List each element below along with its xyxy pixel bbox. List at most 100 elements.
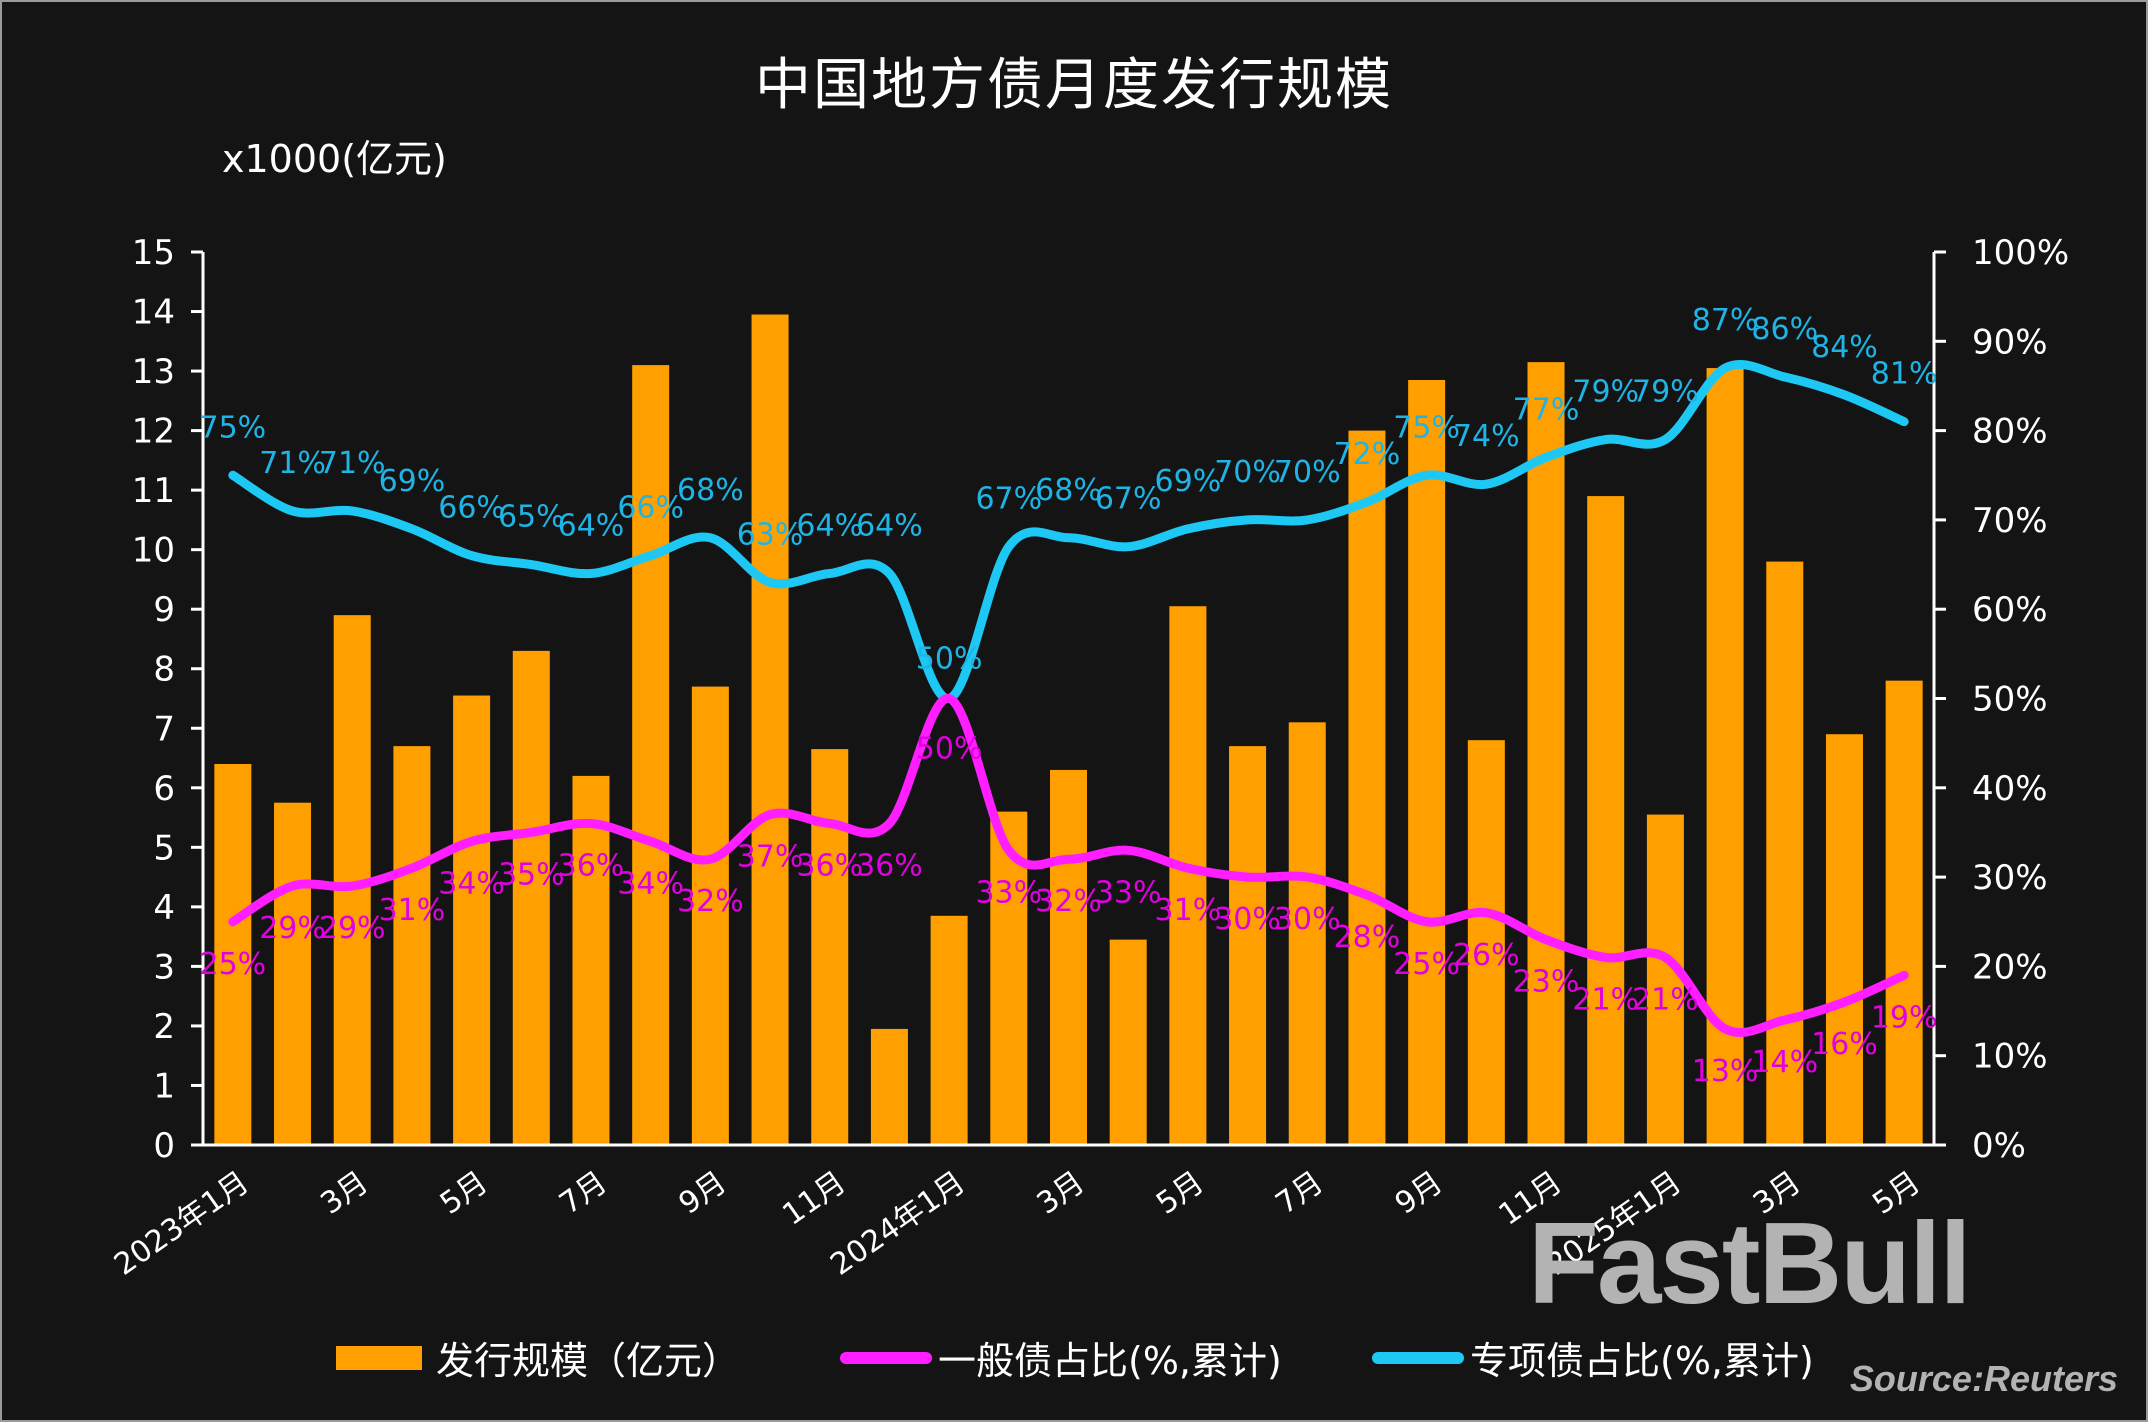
legend-label: 一般债占比(%,累计) [938,1339,1282,1383]
data-label: 35% [498,857,565,892]
axes: 01234567891011121314150%10%20%30%40%50%6… [132,233,2069,1166]
left-axis-tick-label: 13 [132,352,175,392]
line-series [228,360,1909,1037]
data-label: 28% [1334,920,1401,955]
right-axis-tick-label: 10% [1972,1037,2048,1077]
bar [1049,769,1088,1145]
data-label: 33% [1095,875,1162,910]
bar [1348,430,1386,1146]
special-bond-share-line [228,360,1909,703]
left-axis-tick-label: 3 [153,947,175,987]
bar [1646,814,1684,1145]
x-axis-label: 5月 [1150,1165,1210,1222]
bar [1467,740,1505,1145]
legend-label: 发行规模（亿元） [436,1339,741,1383]
data-label: 75% [200,410,267,445]
right-axis-tick-label: 70% [1972,501,2048,541]
x-axis-label: 2024年1月 [824,1165,971,1283]
data-label: 34% [617,866,684,901]
legend: 发行规模（亿元） 一般债占比(%,累计) 专项债占比(%,累计) [0,1330,2148,1383]
data-label: 50% [916,732,983,767]
bar [512,650,550,1145]
bar [1169,606,1207,1145]
bar [1527,362,1565,1145]
left-axis-tick-label: 2 [153,1007,175,1047]
data-label: 86% [1751,312,1818,347]
data-label: 65% [498,500,565,535]
data-label: 71% [319,446,386,481]
x-axis-label: 3月 [1031,1165,1091,1222]
bar [214,763,252,1145]
data-label: 64% [796,508,863,543]
right-axis-tick-label: 20% [1972,947,2048,987]
data-label: 16% [1811,1027,1878,1062]
left-axis-tick-label: 6 [153,769,175,809]
legend-line-swatch-icon [840,1351,932,1364]
source-credit: Source:Reuters [1849,1358,2118,1399]
right-axis-tick-label: 60% [1972,590,2048,630]
data-label: 77% [1513,392,1580,427]
bar [1766,561,1804,1145]
data-label: 26% [1453,938,1520,973]
bar [1229,746,1267,1145]
data-label: 70% [1214,455,1281,490]
bar [1408,379,1446,1145]
data-label: 36% [796,849,863,884]
left-axis-tick-label: 10 [132,531,175,571]
x-axis-label: 11月 [776,1165,852,1233]
bar [572,775,610,1145]
legend-item-special-bond-share: 专项债占比(%,累计) [1372,1330,1814,1385]
data-label: 21% [1632,982,1699,1017]
legend-label: 专项债占比(%,累计) [1470,1339,1814,1383]
left-axis-tick-label: 0 [153,1126,175,1166]
data-label: 25% [1393,947,1460,982]
data-label: 50% [916,642,983,677]
right-axis-tick-label: 90% [1972,322,2048,362]
data-label: 31% [379,893,446,928]
data-label: 70% [1274,455,1341,490]
data-label: 32% [1035,884,1102,919]
legend-item-issuance: 发行规模（亿元） [336,1330,740,1385]
data-label: 37% [737,840,804,875]
x-axis-label: 5月 [434,1165,494,1222]
left-axis-tick-label: 8 [153,650,175,690]
bar [393,746,431,1145]
left-axis-tick-label: 12 [132,412,175,452]
data-label: 87% [1692,303,1759,338]
chart-title: 中国地方债月度发行规模 [755,53,1393,118]
bar [1825,734,1863,1145]
data-label: 74% [1453,419,1520,454]
data-label: 81% [1871,357,1938,392]
legend-bar-swatch-icon [336,1345,422,1370]
left-axis-tick-label: 1 [153,1066,175,1106]
fastbull-watermark-logo: FastBull [1528,1198,1972,1328]
right-axis-tick-label: 0% [1972,1126,2026,1166]
bar [1288,722,1326,1145]
data-label: 67% [975,482,1042,517]
data-label: 19% [1871,1000,1938,1035]
bar [990,811,1028,1145]
data-label: 79% [1572,375,1639,410]
data-label: 67% [1095,482,1162,517]
data-label: 33% [975,875,1042,910]
bar [1109,939,1147,1145]
left-axis-tick-label: 4 [153,888,175,928]
legend-item-general-bond-share: 一般债占比(%,累计) [840,1330,1282,1385]
left-axis-unit-label: x1000(亿元) [222,137,447,181]
x-axis-label: 9月 [1389,1165,1449,1222]
data-label: 32% [677,884,744,919]
data-label: 29% [259,911,326,946]
data-label: 30% [1214,902,1281,937]
left-axis-tick-label: 15 [132,233,175,273]
data-label: 79% [1632,375,1699,410]
data-label: 63% [737,517,804,552]
bar [1587,496,1625,1145]
data-label: 25% [200,947,267,982]
data-labels: 75%71%71%69%66%65%64%66%68%63%64%64%50%6… [200,303,1938,1089]
left-axis-tick-label: 14 [132,293,175,333]
bar [632,365,670,1145]
data-label: 31% [1155,893,1222,928]
data-label: 71% [259,446,326,481]
data-label: 84% [1811,330,1878,365]
bar [930,915,968,1145]
